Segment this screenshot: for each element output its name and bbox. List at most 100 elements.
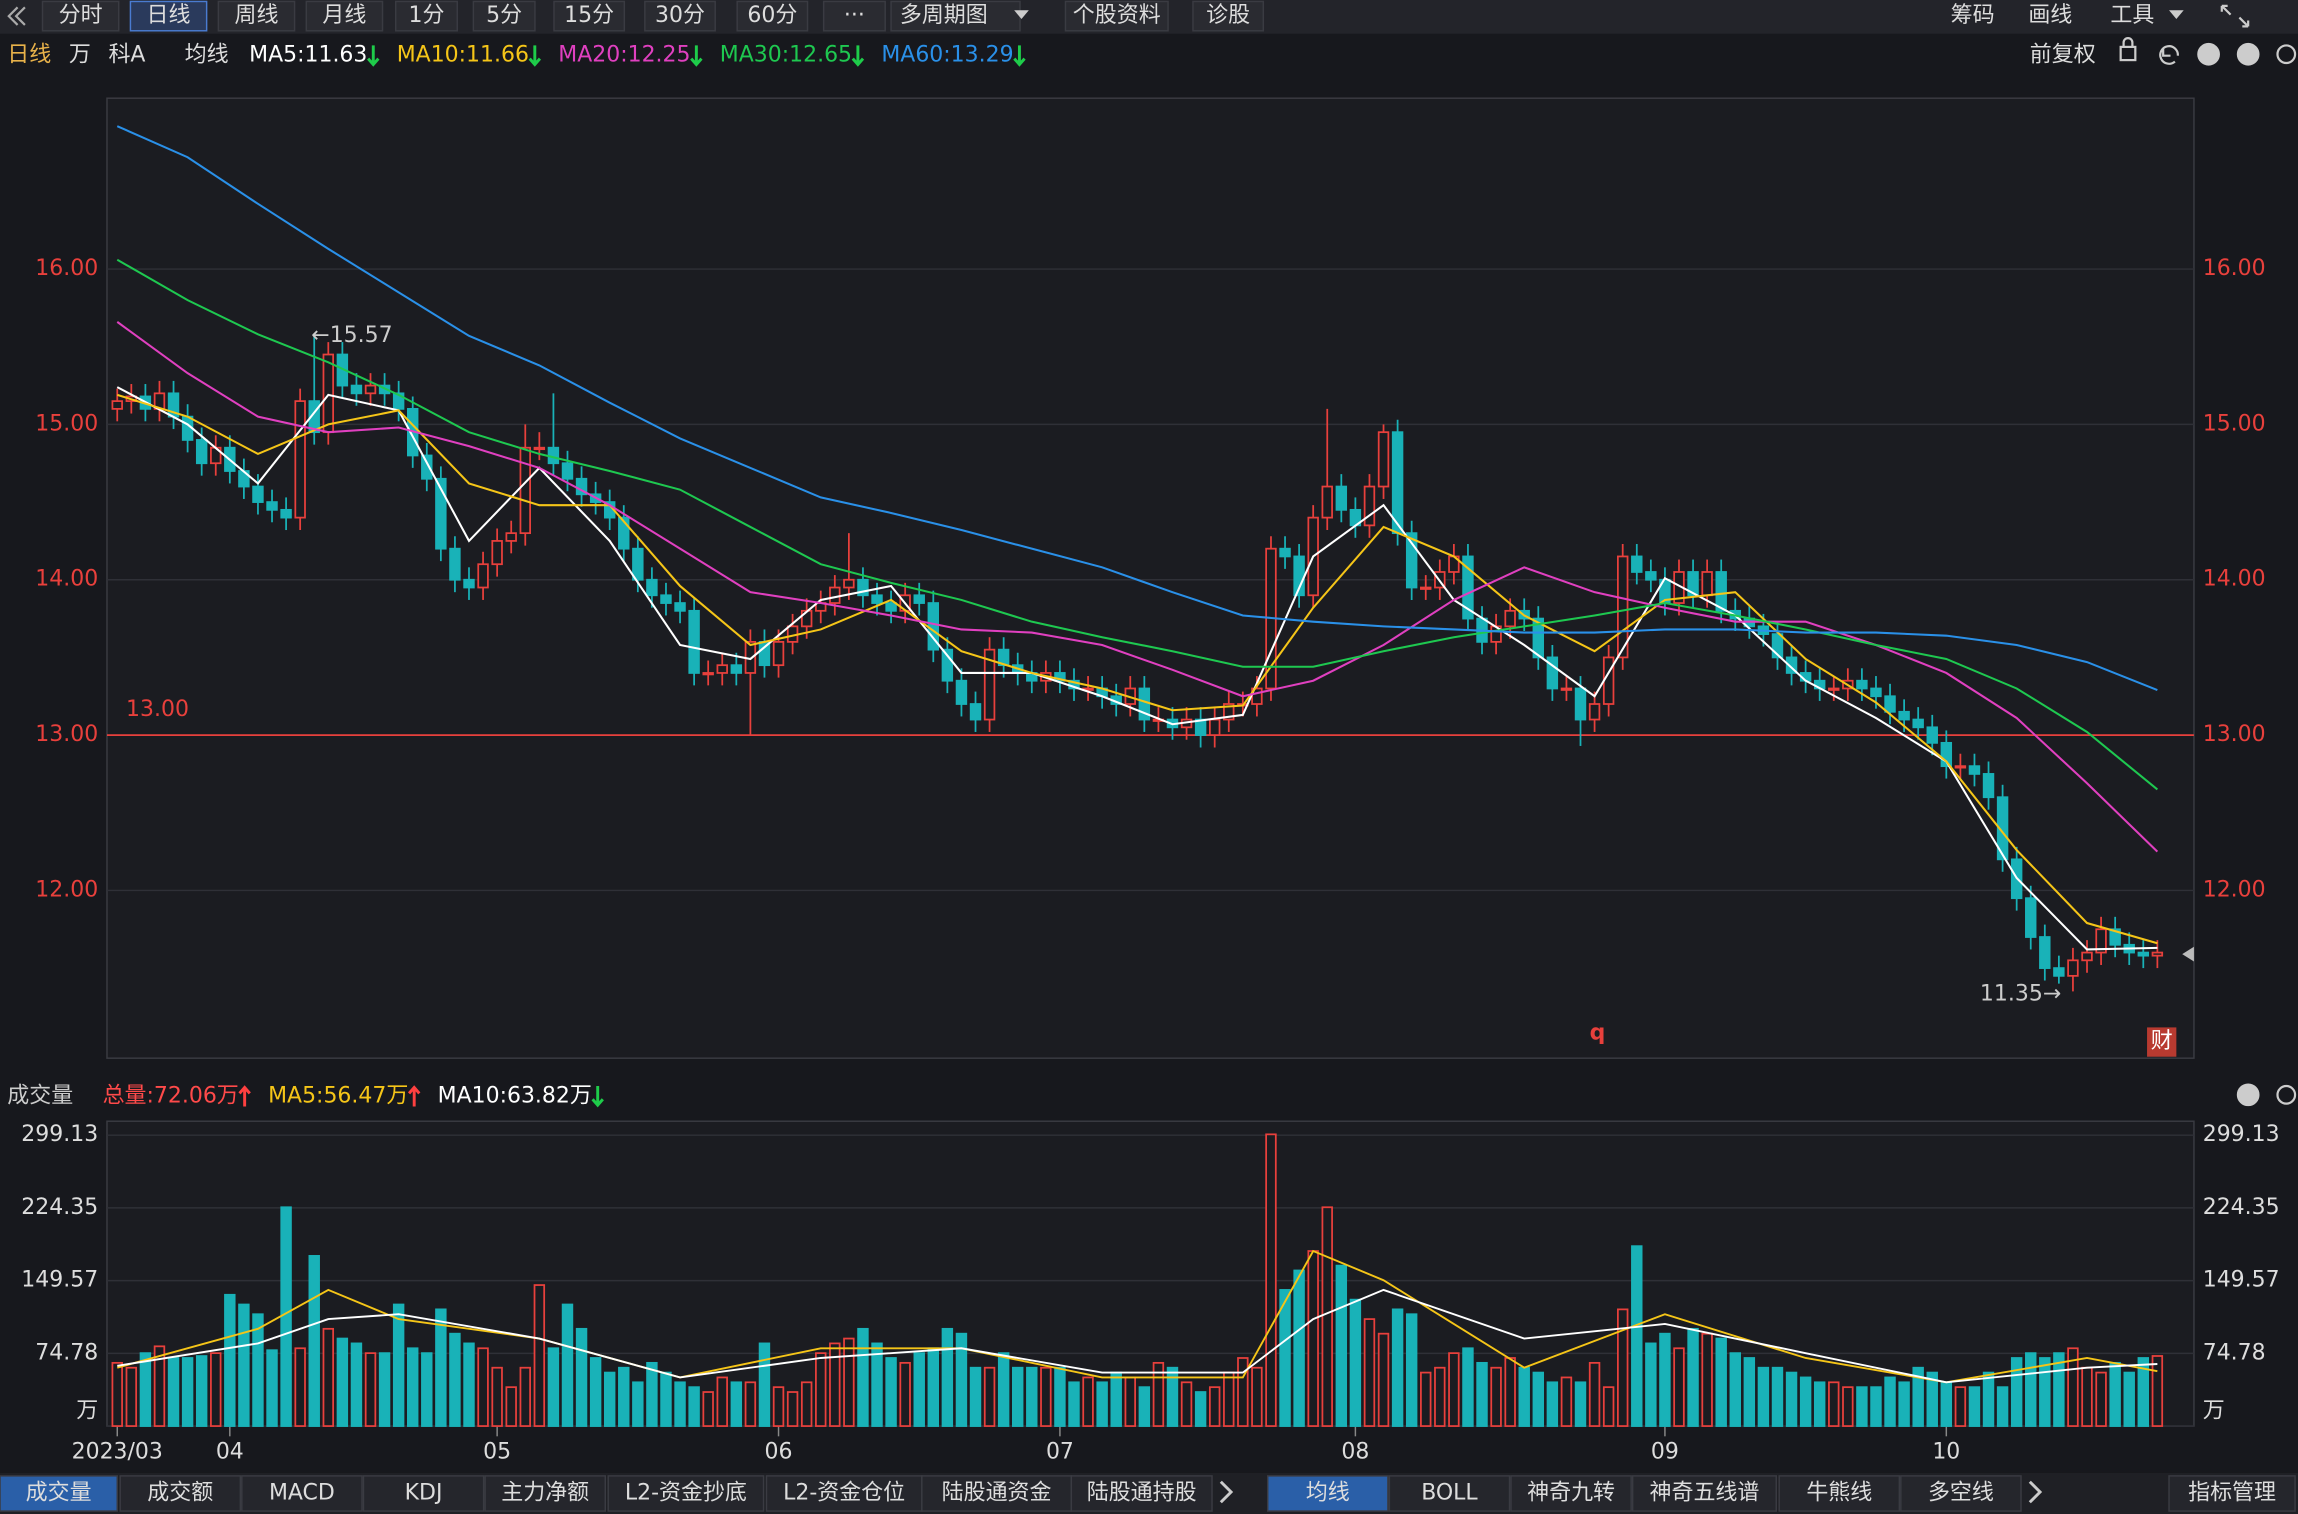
candle-body <box>1645 571 1657 581</box>
volume-bar <box>210 1352 222 1427</box>
volume-bar <box>1138 1386 1151 1427</box>
volume-bar <box>1574 1381 1587 1427</box>
tab[interactable] <box>2168 1475 2296 1512</box>
annotation[interactable]: q <box>1590 1020 1606 1045</box>
volume-bar <box>1813 1381 1826 1427</box>
toolbar-button[interactable] <box>305 0 384 32</box>
toolbar-label[interactable]: 工具 <box>2110 3 2154 28</box>
window-icons[interactable] <box>2119 4 2297 1107</box>
toolbar-button[interactable] <box>736 0 809 32</box>
candle-body <box>632 547 644 581</box>
tab-scroll-icon[interactable] <box>1219 1480 1234 1504</box>
tab[interactable] <box>1510 1475 1632 1512</box>
tab[interactable] <box>1778 1475 1901 1512</box>
tab-label[interactable]: 陆股通持股 <box>1087 1480 1197 1505</box>
volume-bar <box>1026 1366 1038 1427</box>
toolbar-label[interactable]: 月线 <box>322 3 366 28</box>
toolbar-label[interactable]: 30分 <box>655 3 705 28</box>
candle-body <box>885 602 897 612</box>
tab[interactable] <box>1900 1475 2022 1512</box>
tab-label[interactable]: 神奇九转 <box>1527 1480 1615 1505</box>
tab[interactable] <box>607 1475 765 1512</box>
volume-bar <box>449 1332 461 1427</box>
tab-label[interactable]: L2-资金抄底 <box>625 1480 747 1505</box>
tab[interactable] <box>362 1475 485 1512</box>
annotation[interactable]: 财 <box>2151 1029 2173 1054</box>
toolbar-label[interactable]: 15分 <box>564 3 614 28</box>
tab-scroll-icon[interactable] <box>2028 1480 2043 1504</box>
toolbar-label[interactable]: 画线 <box>2028 3 2072 28</box>
volume-bar <box>195 1355 208 1427</box>
tab-label[interactable]: 指标管理 <box>2188 1480 2276 1505</box>
toolbar-label[interactable]: 诊股 <box>1206 3 1250 28</box>
toolbar-button[interactable] <box>890 0 1021 32</box>
tab[interactable] <box>0 1475 118 1512</box>
candle-body <box>1982 773 1995 799</box>
adjust-label[interactable]: 前复权 <box>2030 43 2096 68</box>
candle-body <box>843 578 855 589</box>
toolbar-button[interactable] <box>41 0 120 32</box>
volume-bar <box>2081 1366 2093 1427</box>
tab-label[interactable]: 主力净额 <box>501 1480 589 1505</box>
tab-label[interactable]: 多空线 <box>1928 1480 1994 1505</box>
toolbar-label[interactable]: 1分 <box>409 3 445 28</box>
toolbar-label[interactable]: 周线 <box>234 3 278 28</box>
tab-label[interactable]: 均线 <box>1306 1480 1350 1505</box>
y-tick-label: 299.13 <box>2203 1122 2280 1147</box>
toolbar-label[interactable]: 分时 <box>59 3 103 28</box>
toolbar-button[interactable] <box>1064 0 1169 32</box>
toolbar-label[interactable]: ··· <box>844 3 865 28</box>
volume-bar <box>336 1337 349 1427</box>
tab-label[interactable]: 成交额 <box>147 1480 213 1505</box>
toolbar-button[interactable] <box>1192 0 1265 32</box>
info-label[interactable]: 日线 <box>7 43 51 68</box>
volume-bar <box>646 1361 658 1427</box>
toolbar-button[interactable] <box>822 0 886 32</box>
tab[interactable] <box>1631 1475 1777 1512</box>
volume-total: 总量:72.06万 <box>103 1083 239 1108</box>
tab-label[interactable]: 成交量 <box>26 1480 92 1505</box>
toolbar-label[interactable]: 日线 <box>147 3 191 28</box>
toolbar-button[interactable] <box>553 0 626 32</box>
tab[interactable] <box>921 1475 1073 1512</box>
toolbar-label[interactable]: 筹码 <box>1951 3 1995 28</box>
toolbar-label[interactable]: 60分 <box>747 3 797 28</box>
tab-label[interactable]: MACD <box>269 1480 335 1505</box>
toolbar-label[interactable]: 5分 <box>486 3 522 28</box>
tab[interactable] <box>484 1475 607 1512</box>
tab-label[interactable]: 神奇五线谱 <box>1650 1480 1760 1505</box>
candle-body <box>1687 571 1699 597</box>
toolbar-button[interactable] <box>394 0 458 32</box>
annotation-box[interactable] <box>2147 1027 2177 1057</box>
candle-body <box>1405 532 1418 589</box>
info-label[interactable]: 万 <box>69 43 91 68</box>
candle-body <box>266 501 278 511</box>
volume-bar <box>1785 1371 1798 1427</box>
toolbar-label[interactable]: 个股资料 <box>1073 3 1161 28</box>
tab-label[interactable]: 牛熊线 <box>1806 1480 1872 1505</box>
toolbar-button[interactable] <box>217 0 296 32</box>
toolbar-button[interactable] <box>129 0 208 32</box>
tab[interactable] <box>119 1475 242 1512</box>
tab[interactable] <box>1070 1475 1213 1512</box>
tab[interactable] <box>1388 1475 1511 1512</box>
tab-label[interactable]: KDJ <box>405 1480 443 1505</box>
tab-label[interactable]: BOLL <box>1421 1480 1478 1505</box>
candle-body <box>730 664 743 674</box>
candle-body <box>505 532 517 542</box>
tab[interactable] <box>241 1475 363 1512</box>
tab-label[interactable]: 陆股通资金 <box>942 1480 1052 1505</box>
volume-bar <box>547 1347 560 1427</box>
candle-body <box>1420 586 1432 590</box>
collapse-icon[interactable] <box>7 6 26 26</box>
toolbar-button[interactable] <box>472 0 536 32</box>
tab-label[interactable]: L2-资金仓位 <box>783 1480 905 1505</box>
toolbar-label[interactable]: 多周期图 <box>900 3 988 28</box>
legend-entry: MA5:56.47万 <box>268 1083 408 1108</box>
volume-bar <box>1771 1366 1784 1427</box>
tab[interactable] <box>1266 1475 1389 1512</box>
info-label[interactable]: 科A <box>108 43 145 68</box>
toolbar-button[interactable] <box>644 0 716 32</box>
candle-body <box>1363 485 1376 527</box>
info-label[interactable]: 均线 <box>185 43 229 68</box>
